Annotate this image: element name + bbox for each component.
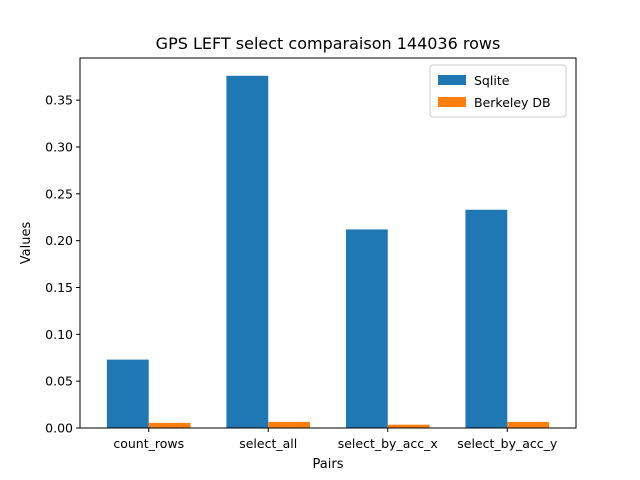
legend-swatch (438, 75, 466, 85)
legend: Sqlite Berkeley DB (429, 64, 567, 118)
x-tick-label: count_rows (113, 436, 184, 451)
y-tick-label: 0.30 (45, 139, 73, 154)
bar-berkeley-db-count-rows (148, 422, 191, 428)
legend-label: Berkeley DB (474, 95, 551, 110)
y-tick-label: 0.25 (45, 186, 73, 201)
chart-title: GPS LEFT select comparaison 144036 rows (156, 34, 501, 53)
bar-sqlite-count-rows (106, 359, 149, 428)
bar-berkeley-db-select-by-acc-x (387, 424, 430, 428)
x-tick-label: select_by_acc_y (457, 436, 558, 451)
y-tick-label: 0.20 (45, 233, 73, 248)
plot-frame (79, 57, 577, 429)
bars-group (106, 75, 550, 429)
legend-label: Sqlite (474, 73, 510, 88)
x-axis-label: Pairs (313, 457, 344, 472)
y-axis: 0.00 0.05 0.10 0.15 0.20 0.25 0.30 0.35 (45, 93, 80, 436)
y-tick-label: 0.05 (45, 374, 73, 389)
x-tick-label: select_all (239, 436, 297, 451)
bar-sqlite-select-by-acc-x (345, 229, 388, 428)
y-tick-label: 0.10 (45, 327, 73, 342)
bar-berkeley-db-select-all (268, 421, 311, 428)
y-tick-label: 0.00 (45, 421, 73, 436)
x-axis: count_rows select_all select_by_acc_x selec… (113, 428, 558, 451)
x-tick-label: select_by_acc_x (338, 436, 438, 451)
bar-sqlite-select-all (226, 75, 269, 429)
legend-swatch (438, 97, 466, 107)
y-tick-label: 0.15 (45, 280, 73, 295)
y-axis-label: Values (19, 222, 34, 265)
bar-berkeley-db-select-by-acc-y (507, 421, 550, 428)
y-tick-label: 0.35 (45, 93, 73, 108)
bar-sqlite-select-by-acc-y (465, 209, 508, 428)
